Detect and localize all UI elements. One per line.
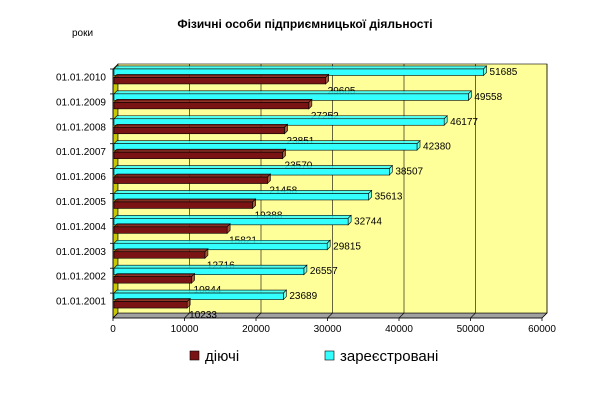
bar-top <box>113 248 209 253</box>
bar-face <box>113 126 285 135</box>
bar-active <box>113 148 287 160</box>
bar-face <box>113 201 253 209</box>
bar-top <box>113 190 373 194</box>
bar-face <box>113 102 310 110</box>
bar-registered <box>113 90 473 102</box>
floor-gridline <box>255 312 262 319</box>
bar-registered <box>113 65 488 77</box>
bar-top <box>113 239 331 244</box>
y-tick-label: 01.01.2006 <box>56 172 106 183</box>
legend: діючі зареєстровані <box>189 348 438 365</box>
y-tick-label: 01.01.2003 <box>56 247 106 258</box>
bar-registered <box>113 264 308 276</box>
bar-face <box>113 251 206 259</box>
bar-top <box>113 198 257 203</box>
bar-registered <box>113 214 352 226</box>
y-tick-label: 01.01.2007 <box>56 147 106 158</box>
x-tick-label: 60000 <box>528 324 556 335</box>
bar-registered <box>113 115 448 126</box>
floor-gridline <box>398 312 405 319</box>
bar-top <box>113 99 313 103</box>
legend-label: зареєстровані <box>340 348 438 365</box>
x-tick-label: 20000 <box>242 324 270 335</box>
floor-gridline <box>184 312 190 319</box>
y-tick-label: 01.01.2004 <box>56 222 106 233</box>
bar-active <box>113 123 289 135</box>
bar-active <box>113 223 231 235</box>
floor-gridline <box>112 312 119 319</box>
bar-face <box>113 292 284 300</box>
legend-label: діючі <box>205 348 239 365</box>
plot-area: 0100002000030000400005000060000516852960… <box>56 63 556 335</box>
bar-top <box>113 223 231 228</box>
data-label-active: 10233 <box>189 310 217 321</box>
bar-face <box>113 276 192 284</box>
y-axis-label: роки <box>72 28 93 39</box>
data-label-registered: 51685 <box>490 67 518 78</box>
bar-top <box>113 148 287 153</box>
bar-face <box>113 151 283 159</box>
bar-top <box>113 115 448 120</box>
y-tick-label: 01.01.2001 <box>56 297 106 308</box>
bar-face <box>113 218 349 226</box>
y-tick-label: 01.01.2005 <box>56 197 106 208</box>
data-label-registered: 23689 <box>289 291 317 302</box>
bar-registered <box>113 239 331 251</box>
bar-registered <box>113 289 288 301</box>
data-label-registered: 42380 <box>423 142 451 153</box>
bar-active <box>113 73 330 85</box>
x-tick-label: 50000 <box>457 324 485 335</box>
data-label-registered: 35613 <box>375 191 403 202</box>
y-tick-label: 01.01.2002 <box>56 272 106 283</box>
legend-swatch <box>189 350 200 361</box>
bar-face <box>113 267 305 275</box>
bar-top <box>113 298 191 302</box>
data-label-registered: 49558 <box>474 92 502 103</box>
x-tick-label: 10000 <box>171 324 199 335</box>
y-tick-label: 01.01.2008 <box>56 122 106 133</box>
bar-top <box>113 74 330 78</box>
bar-active <box>113 198 257 210</box>
bar-face <box>113 301 188 309</box>
data-label-registered: 32744 <box>354 216 382 227</box>
data-label-registered: 46177 <box>450 117 478 128</box>
bar-top <box>113 173 272 178</box>
bar-registered <box>113 189 373 201</box>
y-tick-label: 01.01.2010 <box>56 72 106 83</box>
x-tick-label: 0 <box>110 324 116 335</box>
x-tick-label: 30000 <box>314 324 342 335</box>
bar-top <box>113 264 308 269</box>
bar-face <box>113 226 228 234</box>
bar-top <box>113 165 394 169</box>
bar-face <box>113 77 326 85</box>
bar-registered <box>113 164 394 176</box>
bar-face <box>113 242 328 251</box>
x-tick-label: 40000 <box>385 324 413 335</box>
bar-top <box>113 65 488 70</box>
bar-face <box>113 176 268 184</box>
data-label-registered: 26557 <box>310 266 338 277</box>
data-label-registered: 29815 <box>333 241 361 252</box>
y-tick-label: 01.01.2009 <box>56 97 106 108</box>
bar-top <box>113 140 421 144</box>
chart-title: Фізичні особи підприємницької діяльності <box>177 17 432 31</box>
bar-active <box>113 98 313 110</box>
bar-top <box>113 90 473 95</box>
legend-swatch <box>324 350 335 361</box>
bar-active <box>113 173 272 185</box>
data-label-registered: 38507 <box>395 167 423 178</box>
bar-top <box>113 215 352 219</box>
floor-gridline <box>541 312 548 319</box>
bar-top <box>113 123 289 128</box>
floor-gridline <box>327 312 333 319</box>
floor-gridline <box>470 312 476 319</box>
bar-active <box>113 297 191 309</box>
bar-top <box>113 289 288 294</box>
bar-active <box>113 272 196 284</box>
bar-registered <box>113 139 421 151</box>
bar-top <box>113 273 196 277</box>
bar-active <box>113 248 209 259</box>
